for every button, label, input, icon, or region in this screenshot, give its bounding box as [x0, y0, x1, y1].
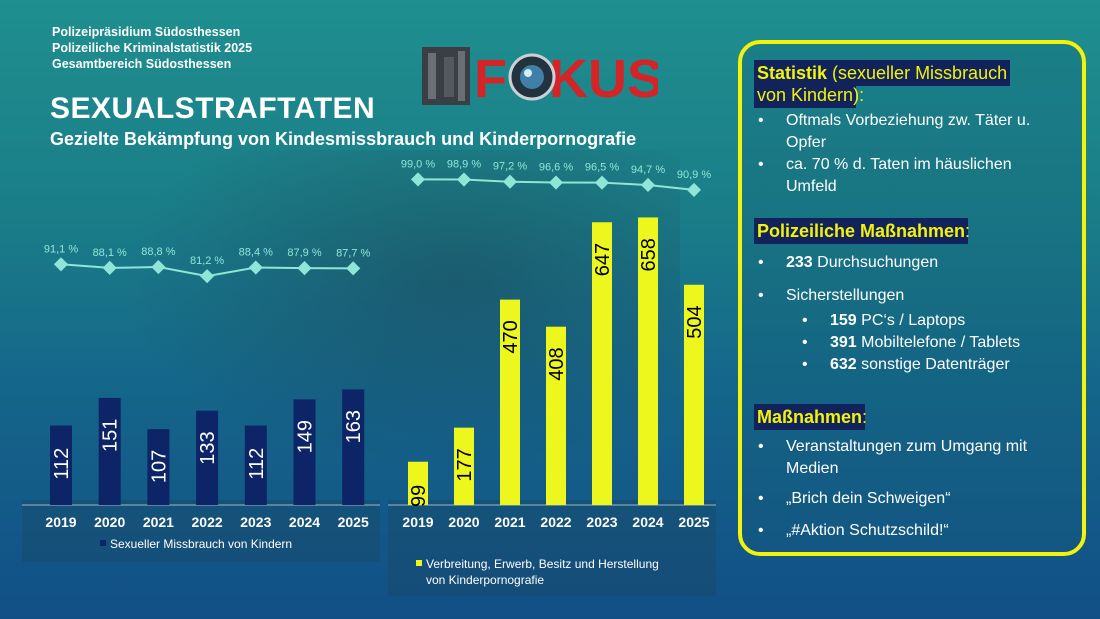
left-legend-swatch [100, 540, 106, 546]
left-bar [50, 425, 72, 505]
left-share-point [151, 259, 166, 275]
left-bar-value-label: 163 [343, 410, 365, 443]
left-bar-value-label: 107 [148, 450, 170, 483]
left-chart-backdrop [22, 500, 380, 562]
left-bar-value-label: 149 [295, 420, 317, 453]
right-share-label: 97,2 % [493, 161, 527, 173]
right-bar-value-label: 504 [684, 305, 706, 338]
right-share-label: 99,0 % [401, 158, 435, 170]
left-share-label: 88,4 % [239, 247, 273, 259]
header-line-3: Gesamtbereich Südosthessen [52, 57, 232, 71]
logo-text: FOKUS [474, 49, 658, 105]
left-bar-value-label: 112 [51, 448, 73, 480]
left-year-label: 2022 [192, 514, 223, 530]
left-share-point [346, 261, 361, 276]
left-bar [244, 425, 267, 505]
left-share-label: 87,9 % [287, 247, 321, 259]
right-share-label: 98,9 % [447, 159, 481, 171]
left-share-label: 87,7 % [336, 247, 370, 259]
charts-area: 112 2019 151 2020 107 2021 133 2022 112 2023 149 20… [22, 158, 716, 587]
left-bar-value-label: 112 [246, 448, 268, 480]
right-share-label: 90,9 % [677, 169, 711, 181]
police-heading: Polizeiliche Maßnahmen: [757, 221, 971, 241]
left-bar [342, 389, 365, 505]
left-year-label: 2020 [94, 514, 125, 530]
left-bar [98, 397, 121, 505]
page-subtitle: Gezielte Bekämpfung von Kindesmissbrauch… [50, 129, 637, 149]
right-share-label: 94,7 % [631, 164, 665, 176]
right-bar [592, 222, 612, 506]
page-title: SEXUALSTRAFTATEN [50, 92, 376, 125]
right-legend-text: von Kinderpornografie [426, 573, 544, 587]
left-year-label: 2025 [338, 514, 369, 530]
right-share-point [502, 174, 518, 189]
right-year-label: 2019 [402, 514, 433, 530]
right-share-label: 96,5 % [585, 162, 619, 174]
right-bar [454, 427, 474, 505]
right-share-point [548, 175, 564, 190]
right-year-label: 2020 [448, 514, 479, 530]
left-bar-value-label: 133 [197, 431, 219, 464]
left-share-point [248, 260, 263, 275]
right-bar [638, 217, 658, 506]
right-share-point [456, 172, 472, 187]
right-bar-value-label: 408 [546, 347, 568, 380]
right-bar [500, 299, 520, 505]
fokus-logo: FOKUS [422, 47, 658, 105]
header-line-2: Polizeiliche Kriminalstatistik 2025 [52, 41, 253, 55]
left-legend-text: Sexueller Missbrauch von Kindern [110, 537, 292, 551]
right-chart-backdrop [388, 500, 716, 596]
left-share-label: 91,1 % [44, 243, 78, 255]
left-year-label: 2024 [289, 514, 320, 530]
right-year-label: 2022 [540, 514, 571, 530]
right-year-label: 2023 [586, 514, 617, 530]
left-share-label: 88,1 % [93, 247, 127, 259]
right-bar [546, 326, 566, 505]
right-share-label: 96,6 % [539, 162, 573, 174]
left-share-point [102, 260, 117, 275]
right-year-label: 2021 [494, 514, 525, 530]
left-bar [293, 399, 316, 505]
right-share-point [594, 175, 610, 190]
right-bar-value-label: 99 [408, 485, 430, 507]
right-share-point [410, 172, 426, 187]
right-share-point [686, 182, 702, 198]
right-bar-value-label: 177 [454, 448, 476, 481]
left-share-label: 88,8 % [141, 246, 175, 258]
left-year-label: 2023 [240, 514, 271, 530]
right-bar-value-label: 470 [500, 320, 522, 353]
right-year-label: 2025 [678, 514, 709, 530]
right-bar [684, 284, 704, 505]
left-year-label: 2019 [45, 514, 76, 530]
right-bar-value-label: 647 [592, 243, 614, 276]
right-legend-text: Verbreitung, Erwerb, Besitz und Herstell… [426, 557, 659, 571]
right-bar [408, 461, 428, 505]
left-share-point [53, 257, 69, 272]
right-legend-swatch [416, 560, 422, 566]
right-bar-value-label: 658 [638, 238, 660, 271]
right-year-label: 2024 [632, 514, 663, 530]
left-share-point [200, 269, 215, 284]
header-line-1: Polizeipräsidium Südosthessen [52, 25, 241, 39]
left-bar [147, 429, 170, 505]
left-bar [196, 410, 219, 505]
left-share-label: 81,2 % [190, 255, 224, 267]
left-share-point [297, 261, 312, 276]
measures-heading: Maßnahmen: [757, 407, 868, 427]
header-block: Polizeipräsidium Südosthessen Polizeilic… [52, 24, 252, 72]
left-year-label: 2021 [143, 514, 174, 530]
left-bar-value-label: 151 [100, 419, 122, 452]
info-panel: Statistik (sexueller Missbrauch von Kind… [738, 40, 1086, 556]
statistik-heading: Statistik (sexueller Missbrauch von Kind… [757, 63, 1008, 105]
right-share-point [640, 177, 656, 193]
